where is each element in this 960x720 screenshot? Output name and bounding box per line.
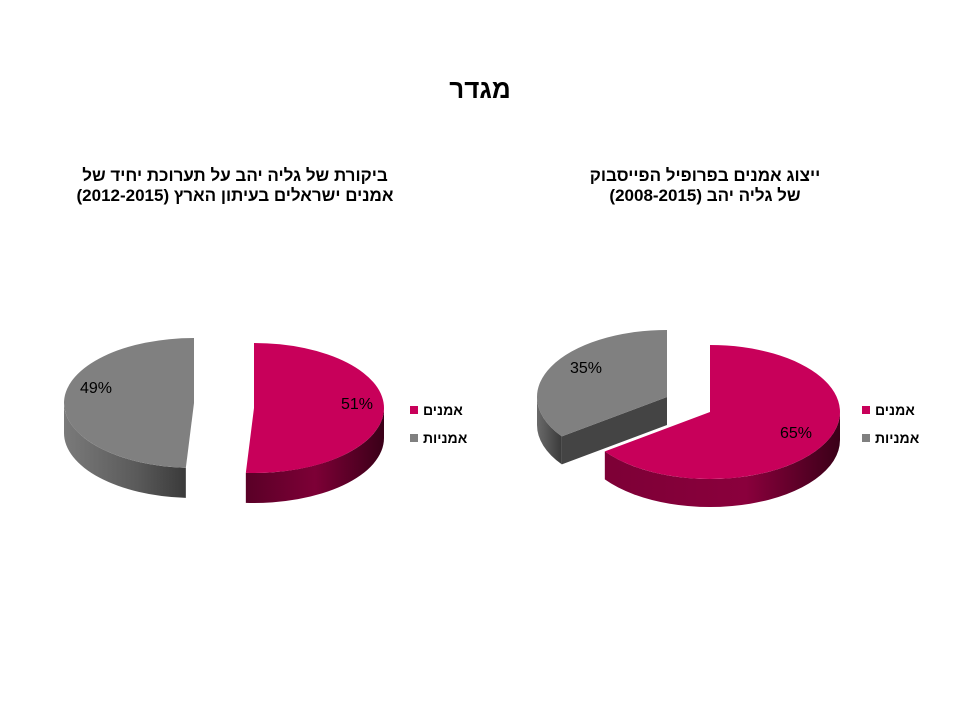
legend-item-women: אמניות xyxy=(862,430,942,458)
chart-title-left-line2: אמנים ישראלים בעיתון הארץ (2012-2015) xyxy=(76,186,394,205)
pie-slice-left-women xyxy=(64,338,194,468)
chart-title-right-line2: של גליה יהב (2008-2015) xyxy=(609,186,801,205)
chart-title-right: ייצוג אמנים בפרופיל הפייסבוק של גליה יהב… xyxy=(505,166,905,206)
legend-item-men: אמנים xyxy=(410,402,490,430)
pie-slice-right-women-cut-wall xyxy=(561,397,667,465)
legend-left: אמנים אמניות xyxy=(410,402,490,458)
chart-title-right-line1: ייצוג אמנים בפרופיל הפייסבוק xyxy=(589,166,821,185)
data-label-left-women: 49% xyxy=(80,380,113,397)
pie-slice-right-women xyxy=(537,330,667,437)
pie-slice-left-men xyxy=(245,343,385,473)
legend-label-men: אמנים xyxy=(423,402,463,418)
pie-slice-left-men-side xyxy=(245,408,384,503)
data-label-left-men: 51% xyxy=(341,396,374,413)
legend-swatch-men xyxy=(410,406,418,414)
chart-title-left: ביקורת של גליה יהב על תערוכת יחיד של אמנ… xyxy=(35,166,435,206)
legend-swatch-women xyxy=(862,434,870,442)
data-label-right-men: 65% xyxy=(780,425,813,442)
legend-swatch-women xyxy=(410,434,418,442)
legend-swatch-men xyxy=(862,406,870,414)
pie-chart-right xyxy=(537,330,840,507)
legend-label-women: אמניות xyxy=(875,430,920,446)
pie-chart-left xyxy=(64,338,385,503)
legend-item-women: אמניות xyxy=(410,430,490,458)
data-label-right-women: 35% xyxy=(570,360,603,377)
pie-slice-left-women-side xyxy=(64,403,186,498)
pie-slice-right-men xyxy=(604,345,840,479)
legend-label-women: אמניות xyxy=(423,430,468,446)
chart-title-left-line1: ביקורת של גליה יהב על תערוכת יחיד של xyxy=(82,166,388,185)
pie-slice-right-men-side xyxy=(604,412,840,507)
legend-item-men: אמנים xyxy=(862,402,942,430)
pie-slice-right-women-side xyxy=(537,397,562,465)
page-title: מגדר xyxy=(449,74,511,104)
legend-right: אמנים אמניות xyxy=(862,402,942,458)
legend-label-men: אמנים xyxy=(875,402,915,418)
